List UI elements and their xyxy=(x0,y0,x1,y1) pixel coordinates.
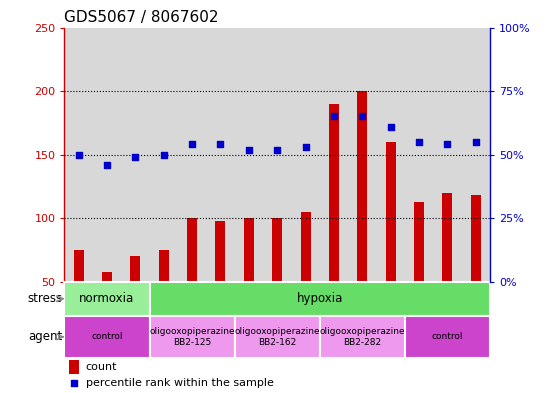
Point xyxy=(329,113,338,119)
Text: hypoxia: hypoxia xyxy=(297,292,343,305)
Bar xyxy=(178,28,206,282)
Text: control: control xyxy=(432,332,463,341)
Text: percentile rank within the sample: percentile rank within the sample xyxy=(86,378,273,388)
Bar xyxy=(102,272,112,282)
Point xyxy=(244,146,253,152)
Point xyxy=(188,141,197,148)
Point xyxy=(414,139,423,145)
Text: oligooxopiperazine
BB2-125: oligooxopiperazine BB2-125 xyxy=(150,327,235,347)
Bar xyxy=(244,218,254,282)
Bar xyxy=(357,91,367,282)
Bar xyxy=(69,360,80,373)
Bar xyxy=(405,316,490,358)
Bar xyxy=(433,28,461,282)
Bar xyxy=(64,282,150,316)
Point xyxy=(443,141,452,148)
Point xyxy=(472,139,480,145)
Text: oligooxopiperazine
BB2-162: oligooxopiperazine BB2-162 xyxy=(235,327,320,347)
Bar xyxy=(301,212,311,282)
Bar xyxy=(93,28,121,282)
Bar xyxy=(291,28,320,282)
Bar xyxy=(150,28,178,282)
Bar xyxy=(150,282,490,316)
Bar xyxy=(130,256,141,282)
Bar xyxy=(263,28,291,282)
Bar xyxy=(348,28,376,282)
Bar xyxy=(150,316,235,358)
Bar xyxy=(386,142,396,282)
Bar xyxy=(442,193,452,282)
Bar xyxy=(121,28,150,282)
Text: GDS5067 / 8067602: GDS5067 / 8067602 xyxy=(64,10,219,25)
Point xyxy=(216,141,225,148)
Text: normoxia: normoxia xyxy=(80,292,134,305)
Bar xyxy=(235,316,320,358)
Bar xyxy=(73,250,83,282)
Text: agent: agent xyxy=(28,330,62,343)
Bar xyxy=(414,202,424,282)
Bar xyxy=(158,250,169,282)
Bar xyxy=(405,28,433,282)
Bar xyxy=(320,28,348,282)
Bar xyxy=(206,28,235,282)
Point xyxy=(74,151,83,158)
Bar xyxy=(376,28,405,282)
Bar xyxy=(64,28,93,282)
Text: stress: stress xyxy=(27,292,62,305)
Bar xyxy=(461,28,490,282)
Text: count: count xyxy=(86,362,117,372)
Bar xyxy=(329,104,339,282)
Bar xyxy=(64,316,150,358)
Bar xyxy=(272,218,282,282)
Point xyxy=(69,380,78,387)
Bar xyxy=(471,195,481,282)
Point xyxy=(301,144,310,150)
Point xyxy=(102,162,111,168)
Bar xyxy=(235,28,263,282)
Point xyxy=(159,151,168,158)
Point xyxy=(386,123,395,130)
Text: oligooxopiperazine
BB2-282: oligooxopiperazine BB2-282 xyxy=(320,327,405,347)
Point xyxy=(131,154,140,160)
Bar xyxy=(216,221,226,282)
Point xyxy=(273,146,282,152)
Bar xyxy=(187,218,197,282)
Text: control: control xyxy=(91,332,123,341)
Bar xyxy=(320,316,405,358)
Point xyxy=(358,113,367,119)
